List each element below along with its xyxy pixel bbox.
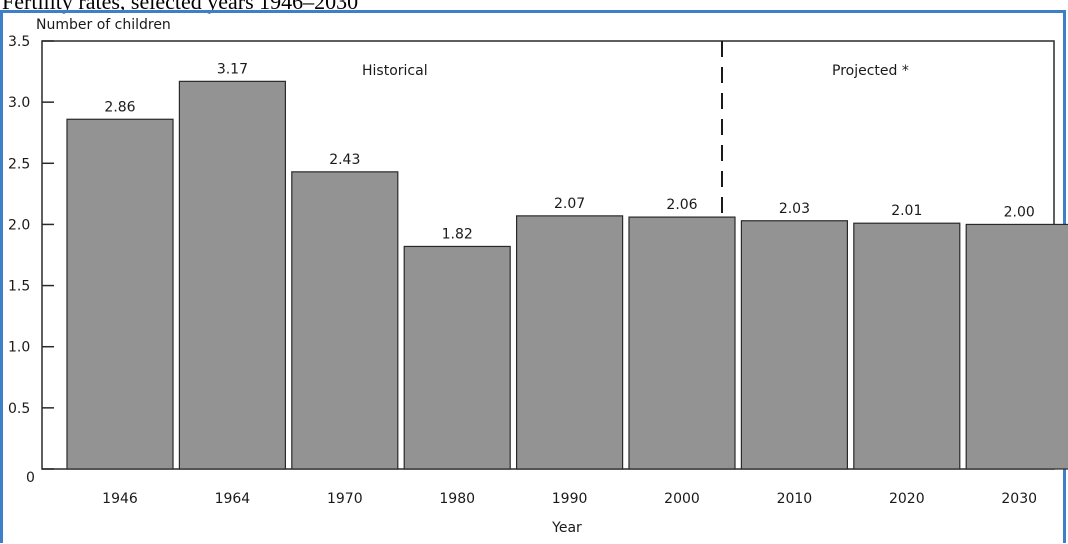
y-axis-label: Number of children: [36, 17, 171, 33]
bar: [178, 80, 286, 470]
bars-group: 2.86 3.17 2.43 1.82 2.07 2.06 2.03 2.01 2.00: [66, 61, 1068, 470]
projected-annotation: Projected *: [832, 63, 909, 79]
bar: [853, 222, 961, 470]
bar-value-label: 2.01: [891, 203, 922, 219]
bar-value-label: 2.00: [1004, 204, 1035, 220]
y-tick-label: 2.5: [8, 156, 30, 172]
bar-value-label: 2.06: [666, 197, 697, 213]
x-tick-label: 1990: [552, 491, 588, 507]
bar: [740, 220, 849, 470]
x-axis-ticks: 1946 1964 1970 1980 1990 2000 2010 2020 2030: [102, 491, 1037, 507]
x-axis-label: Year: [551, 520, 582, 536]
bar: [628, 216, 736, 470]
bar-value-label: 2.03: [779, 201, 810, 217]
x-tick-label: 1964: [215, 491, 251, 507]
y-tick-label: 0.5: [8, 401, 30, 417]
y-axis-ticks: 3.5 3.0 2.5 2.0 1.5 1.0 0.5 0: [8, 34, 54, 486]
bar-value-label: 3.17: [217, 61, 248, 77]
x-tick-label: 1946: [102, 491, 138, 507]
bar-value-label: 2.43: [329, 152, 360, 168]
y-tick-label: 1.5: [8, 279, 30, 295]
x-tick-label: 1970: [327, 491, 363, 507]
bar-value-label: 2.86: [104, 99, 135, 115]
bar-value-label: 2.07: [554, 196, 585, 212]
bar: [291, 171, 399, 470]
historical-annotation: Historical: [362, 63, 428, 79]
x-tick-label: 2010: [777, 491, 813, 507]
y-tick-label: 3.0: [8, 95, 30, 111]
x-tick-label: 2030: [1001, 491, 1037, 507]
bar-value-label: 1.82: [442, 226, 473, 242]
x-tick-label: 1980: [439, 491, 475, 507]
y-tick-label: 2.0: [8, 217, 30, 233]
bar: [66, 118, 174, 470]
y-tick-label: 1.0: [8, 340, 30, 356]
x-tick-label: 2020: [889, 491, 925, 507]
y-tick-label: 3.5: [8, 34, 30, 50]
x-tick-label: 2000: [664, 491, 700, 507]
bar: [515, 215, 624, 470]
bar: [965, 223, 1068, 470]
bar: [403, 245, 511, 470]
y-tick-label: 0: [26, 470, 35, 486]
